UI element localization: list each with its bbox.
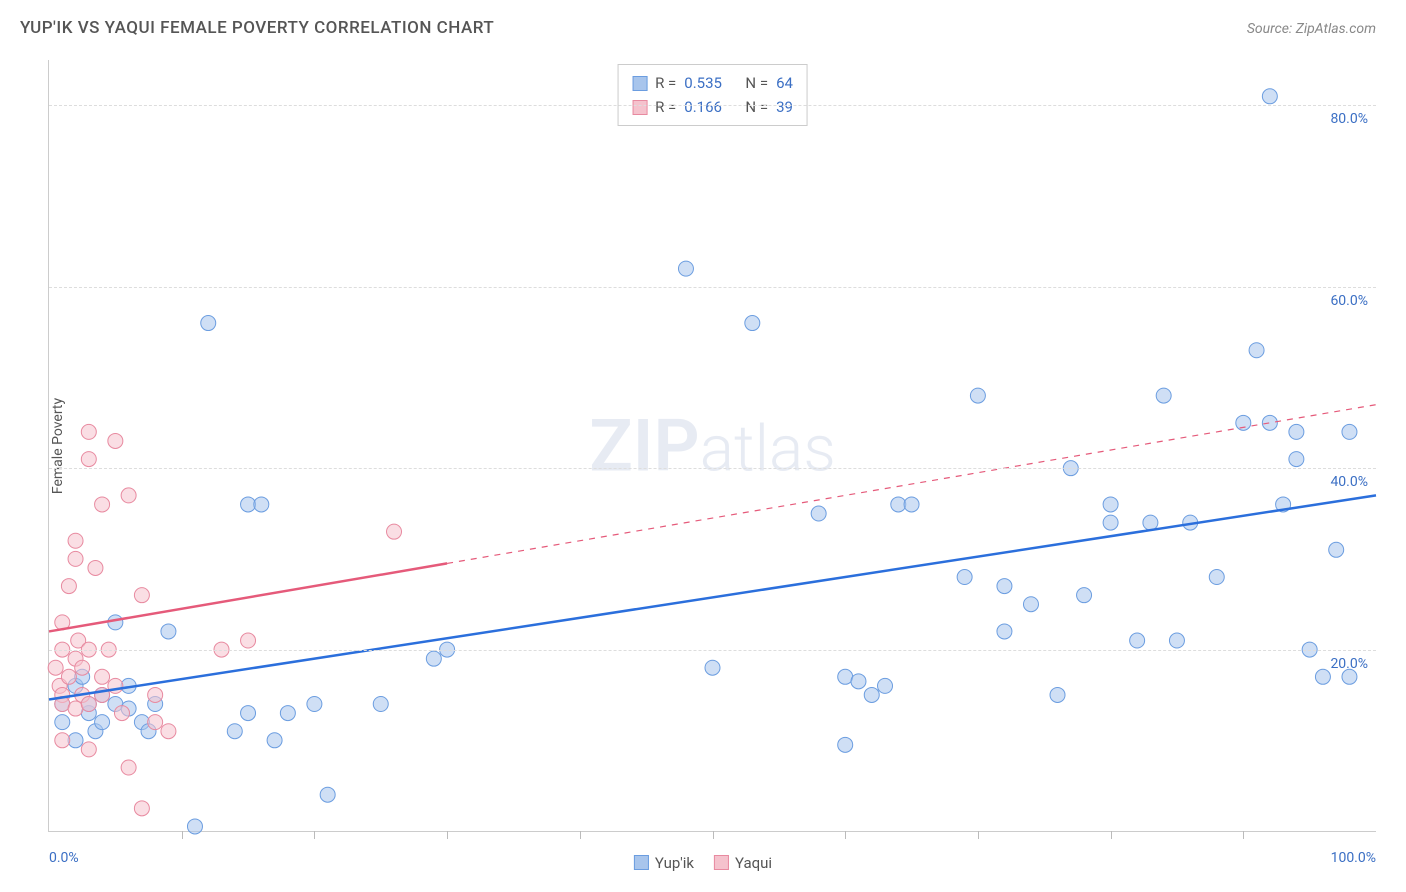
series-legend: Yup'ik Yaqui [634,854,772,872]
swatch-yupik-icon [634,855,649,870]
n-value-yaqui: 39 [776,95,793,119]
scatter-plot-svg [49,60,1376,831]
n-label: N = [745,71,768,95]
r-value-yupik: 0.535 [684,71,722,95]
legend-label-yupik: Yup'ik [655,854,694,872]
swatch-yaqui-icon [632,100,647,115]
chart-title: YUP'IK VS YAQUI FEMALE POVERTY CORRELATI… [20,18,494,38]
correlation-row-yupik: R = 0.535 N = 64 [632,71,793,95]
chart-plot-area: ZIPatlas R = 0.535 N = 64 R = 0.166 N = … [48,60,1376,832]
swatch-yupik-icon [632,76,647,91]
legend-label-yaqui: Yaqui [735,854,772,872]
correlation-row-yaqui: R = 0.166 N = 39 [632,95,793,119]
n-label: N = [745,95,768,119]
r-label: R = [655,95,676,119]
r-label: R = [655,71,676,95]
r-value-yaqui: 0.166 [684,95,722,119]
source-label: Source: ZipAtlas.com [1247,21,1376,37]
legend-item-yaqui: Yaqui [714,854,772,872]
swatch-yaqui-icon [714,855,729,870]
legend-item-yupik: Yup'ik [634,854,694,872]
correlation-info-box: R = 0.535 N = 64 R = 0.166 N = 39 [617,64,808,126]
n-value-yupik: 64 [776,71,793,95]
